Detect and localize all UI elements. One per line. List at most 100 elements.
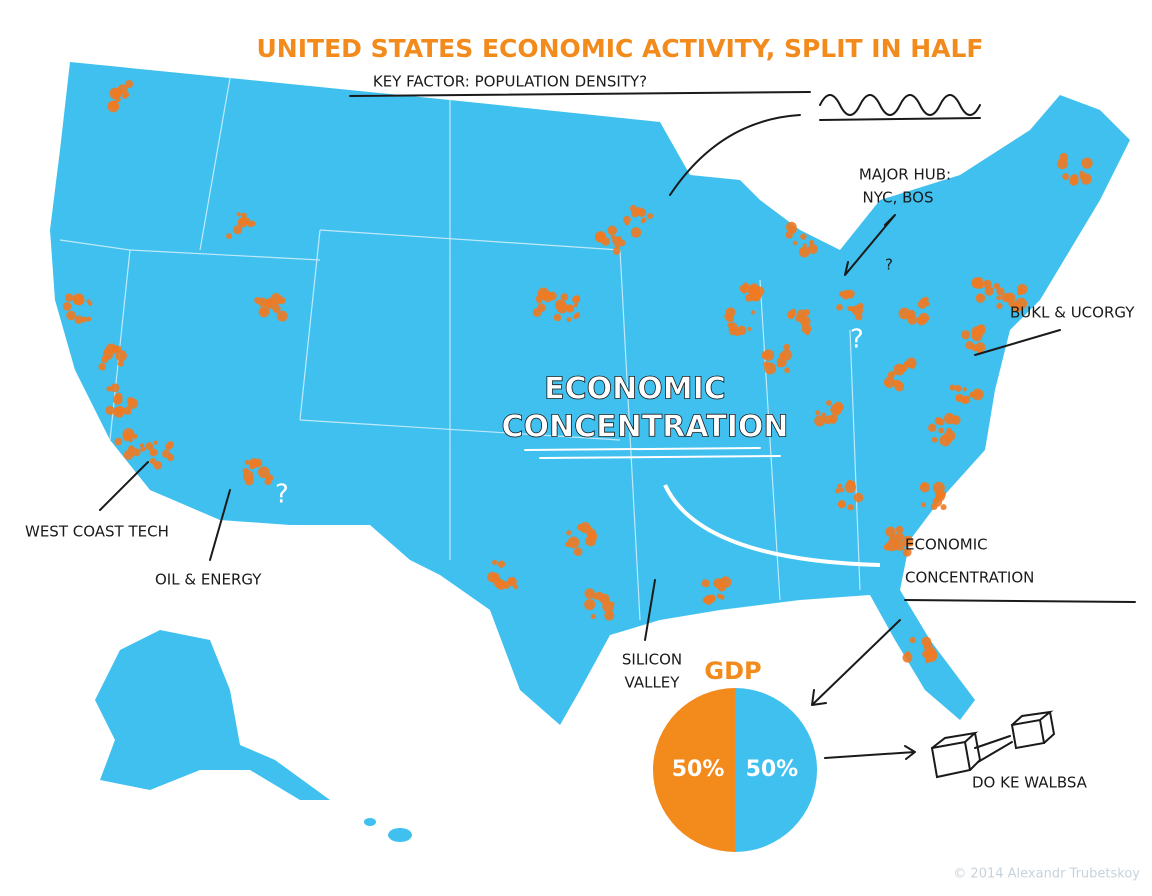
- cluster-dot: [112, 395, 123, 405]
- cluster-dot: [1079, 170, 1085, 177]
- cluster-dot: [707, 594, 716, 603]
- cluster-dot: [110, 383, 120, 393]
- cluster-dot: [836, 304, 843, 311]
- cluster-dot: [617, 236, 622, 241]
- cluster-dot: [573, 303, 578, 308]
- hawaii: [388, 828, 412, 842]
- cluster-dot: [903, 361, 910, 368]
- credit: © 2014 Alexandr Trubetskoy: [953, 867, 1140, 882]
- cluster-dot: [736, 325, 747, 336]
- annotation: VALLEY: [625, 674, 681, 692]
- underline: [349, 91, 811, 97]
- cluster-dot: [592, 595, 597, 600]
- cluster-dot: [584, 599, 596, 611]
- cluster-dot: [809, 239, 815, 246]
- cluster-dot: [276, 310, 288, 322]
- cluster-dot: [610, 234, 616, 240]
- cluster-dot: [785, 231, 794, 239]
- pie-label: 50%: [672, 757, 725, 782]
- cluster-dot: [272, 304, 281, 313]
- cluster-dot: [584, 588, 596, 599]
- cluster-dot: [610, 601, 615, 607]
- cluster-dot: [883, 543, 892, 551]
- cluster-dot: [555, 299, 567, 311]
- annotation: OIL & ENERGY: [155, 571, 262, 589]
- cluster-dot: [814, 415, 826, 427]
- pie-title: GDP: [704, 657, 761, 685]
- cluster-dot: [719, 594, 725, 600]
- cluster-dot: [257, 297, 268, 307]
- cluster-dot: [64, 293, 74, 302]
- annotation: ?: [850, 325, 864, 355]
- cluster-dot: [847, 291, 853, 297]
- arrow: [99, 461, 149, 511]
- cluster-dot: [905, 651, 911, 657]
- cluster-dot: [847, 504, 854, 511]
- cluster-dot: [139, 443, 145, 448]
- cluster-dot: [1069, 176, 1079, 186]
- squiggle: [819, 94, 981, 121]
- economic-clusters: [62, 79, 1093, 664]
- cluster-dot: [127, 398, 139, 409]
- cluster-dot: [726, 314, 734, 323]
- cluster-dot: [244, 476, 254, 486]
- arrow: [644, 579, 656, 641]
- cluster-dot: [975, 293, 986, 303]
- annotation: ?: [885, 256, 893, 274]
- cluster-dot: [925, 650, 938, 663]
- cluster-dot: [86, 316, 92, 322]
- cluster-dot: [993, 282, 1001, 290]
- cluster-dot: [902, 535, 914, 547]
- cluster-dot: [946, 427, 952, 434]
- cluster-dot: [132, 448, 141, 457]
- cluster-dot: [105, 405, 115, 416]
- cluster-dot: [938, 427, 944, 434]
- cluster-dot: [701, 579, 710, 588]
- cluster-dot: [792, 240, 798, 246]
- subtitle: KEY FACTOR: POPULATION DENSITY?: [373, 73, 647, 91]
- cluster-dot: [162, 449, 171, 459]
- cluster-dot: [117, 360, 124, 367]
- cluster-dot: [586, 528, 597, 539]
- cluster-dot: [982, 279, 992, 289]
- cluster-dot: [727, 322, 732, 327]
- cluster-dot: [893, 363, 906, 376]
- arrow: [663, 484, 881, 567]
- cluster-dot: [750, 310, 756, 315]
- cluster-dot: [630, 227, 642, 238]
- cluster-dot: [928, 423, 937, 433]
- cluster-dot: [113, 406, 125, 418]
- cluster-dot: [553, 313, 562, 322]
- cluster-dot: [790, 226, 797, 234]
- cluster-dot: [931, 436, 938, 443]
- cluster-dot: [86, 299, 91, 304]
- cluster-dot: [971, 388, 984, 401]
- cluster-dot: [764, 362, 777, 375]
- center-label: ECONOMIC CONCENTRATION: [501, 371, 789, 445]
- annotation: ?: [275, 480, 289, 510]
- cluster-dot: [237, 217, 248, 228]
- cluster-dot: [956, 395, 962, 401]
- cluster-dot: [920, 502, 926, 508]
- cluster-dot: [839, 487, 845, 493]
- cluster-dot: [105, 343, 117, 355]
- cluster-dot: [996, 287, 1005, 296]
- cluster-dot: [226, 233, 233, 240]
- cluster-dot: [784, 367, 791, 374]
- cluster-dot: [248, 462, 256, 470]
- cluster-dot: [236, 212, 241, 217]
- cluster-dot: [883, 376, 896, 388]
- cluster-dot: [233, 225, 243, 235]
- cluster-dot: [123, 406, 132, 415]
- cluster-dot: [954, 384, 962, 392]
- cluster-dot: [887, 371, 896, 379]
- cluster-dot: [573, 547, 583, 557]
- cluster-dot: [853, 492, 864, 503]
- cluster-dot: [107, 100, 120, 113]
- alaska: [95, 630, 330, 800]
- cluster-dot: [742, 282, 750, 290]
- cluster-dot: [145, 442, 154, 451]
- cluster-dot: [902, 652, 913, 663]
- cluster-dot: [799, 248, 804, 253]
